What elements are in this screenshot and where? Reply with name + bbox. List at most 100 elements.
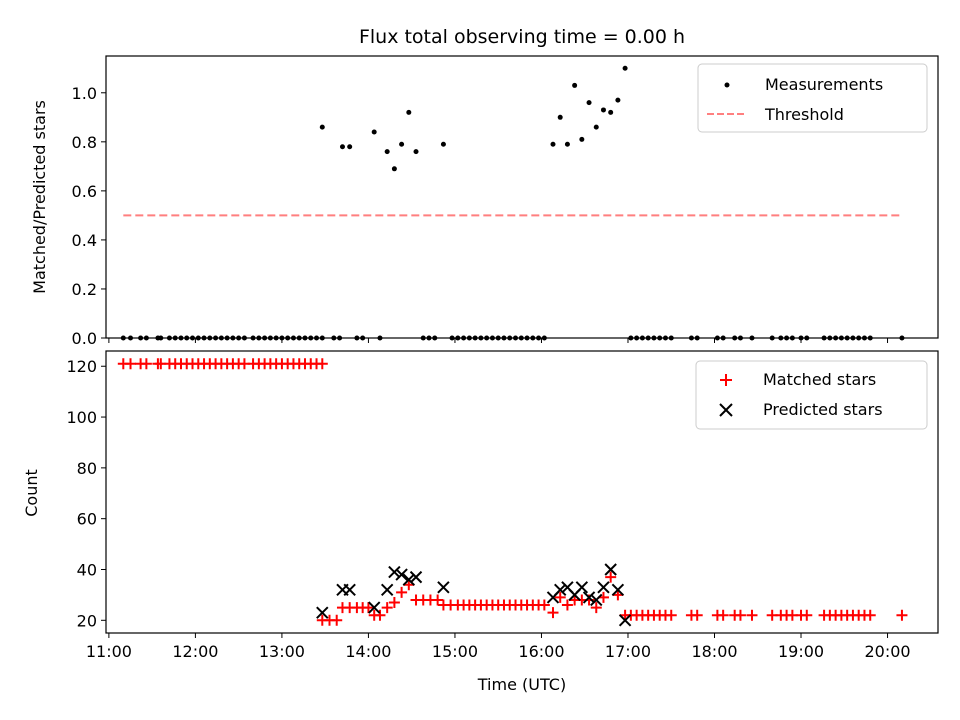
matched-star-point (316, 358, 328, 370)
matched-star-point (896, 609, 908, 621)
measurement-point (339, 144, 345, 150)
bottom-y-tick-label: 120 (66, 357, 97, 376)
top-y-ticks: 0.0 0.2 0.4 0.6 0.8 1.0 (72, 84, 106, 348)
bottom-y-tick-label: 80 (77, 459, 97, 478)
x-tick-label: 20:00 (864, 642, 910, 661)
top-legend: Measurements Threshold (697, 63, 928, 133)
matched-star-point (561, 599, 573, 611)
x-tick-label: 13:00 (259, 642, 305, 661)
matched-star-point (331, 614, 343, 626)
bottom-y-axis-label: Count (22, 469, 41, 517)
top-y-tick-label: 0.8 (72, 133, 97, 152)
measurement-point (550, 141, 556, 147)
measurement-point (391, 166, 397, 172)
matched-star-point (432, 594, 444, 606)
matched-star-point (374, 609, 386, 621)
top-x-ticks (108, 338, 889, 343)
measurement-point (557, 114, 563, 120)
measurement-point (586, 100, 592, 106)
matched-star-point (734, 609, 746, 621)
bottom-y-tick-label: 40 (77, 560, 97, 579)
predicted-star-point (618, 614, 632, 627)
measurement-point (371, 129, 377, 135)
x-tick-label: 17:00 (605, 642, 651, 661)
x-tick-label: 19:00 (778, 642, 824, 661)
predicted-star-point (554, 583, 567, 597)
legend-threshold-label: Threshold (764, 105, 844, 124)
x-tick-label: 15:00 (432, 642, 478, 661)
matched-star-point (403, 579, 415, 591)
matched-star-point (590, 602, 602, 614)
x-tick-label: 12:00 (172, 642, 218, 661)
measurement-point (572, 82, 578, 88)
bottom-x-ticks: 11:00 12:00 13:00 14:00 15:00 16:00 17:00 18:00… (86, 633, 911, 661)
predicted-star-point (437, 581, 450, 594)
legend-measurements-marker (724, 82, 730, 88)
predicted-star-point (343, 583, 356, 597)
matched-star-point (691, 609, 703, 621)
matched-star-point (717, 609, 729, 621)
bottom-y-tick-label: 100 (66, 408, 97, 427)
measurement-point (347, 144, 353, 150)
top-plot-area (120, 65, 905, 341)
top-axes-frame (105, 55, 939, 339)
top-y-tick-label: 1.0 (72, 84, 97, 103)
bottom-axes-frame (105, 350, 939, 634)
x-tick-label: 16:00 (518, 642, 564, 661)
bottom-y-ticks: 20 40 60 80 100 120 (66, 357, 106, 630)
predicted-star-point (380, 583, 394, 597)
measurement-point (579, 136, 585, 142)
predicted-star-point (575, 581, 589, 594)
predicted-star-point (388, 565, 401, 579)
matched-star-point (140, 358, 152, 370)
chart-title: Flux total observing time = 0.00 h (359, 26, 685, 48)
predicted-star-point (409, 570, 423, 584)
matched-star-point (547, 607, 559, 619)
legend-matched-marker (720, 374, 732, 386)
measurement-point (600, 107, 606, 113)
top-panel: 0.0 0.2 0.4 0.6 0.8 1.0 Matched/Predicted sta… (30, 55, 939, 348)
predicted-star-point (367, 601, 381, 614)
matched-star-point (605, 571, 617, 583)
bottom-y-tick-label: 60 (77, 510, 97, 529)
predicted-star-point (590, 593, 603, 607)
legend-predicted-marker (719, 403, 733, 417)
bottom-plot-area (117, 358, 908, 627)
matched-star-point (381, 602, 393, 614)
matched-star-point (864, 609, 876, 621)
x-tick-label: 14:00 (345, 642, 391, 661)
matched-star-point (388, 597, 400, 609)
top-y-tick-label: 0.4 (72, 231, 97, 250)
x-axis-label: Time (UTC) (477, 675, 566, 694)
bottom-panel: 20 40 60 80 100 120 11:00 12:00 13:00 14:00 15:00… (22, 350, 939, 694)
top-legend-box (697, 63, 928, 133)
measurement-point (608, 109, 614, 115)
top-y-axis-label: Matched/Predicted stars (30, 100, 49, 294)
matched-star-point (396, 586, 408, 598)
predicted-star-point (395, 568, 408, 581)
x-tick-label: 11:00 (86, 642, 132, 661)
matched-star-point (554, 591, 566, 603)
measurement-point (622, 65, 628, 71)
bottom-legend-box (695, 360, 928, 430)
bottom-legend: Matched stars Predicted stars (695, 360, 928, 430)
predicted-star-point (402, 573, 416, 586)
matched-star-point (538, 599, 550, 611)
predicted-star-point (597, 581, 610, 594)
predicted-star-point (582, 591, 596, 604)
top-y-tick-label: 0.2 (72, 280, 97, 299)
matched-star-point (801, 609, 813, 621)
matched-star-point (665, 609, 677, 621)
matched-star-point (746, 609, 758, 621)
measurement-point (384, 149, 390, 155)
legend-measurements-label: Measurements (765, 75, 883, 94)
top-y-tick-label: 0.0 (72, 329, 97, 348)
measurement-point (413, 149, 419, 155)
measurement-point (593, 124, 599, 130)
bottom-y-tick-label: 20 (77, 611, 97, 630)
measurement-point (564, 141, 570, 147)
x-tick-label: 18:00 (691, 642, 737, 661)
top-y-tick-label: 0.6 (72, 182, 97, 201)
matched-star-point (362, 602, 374, 614)
